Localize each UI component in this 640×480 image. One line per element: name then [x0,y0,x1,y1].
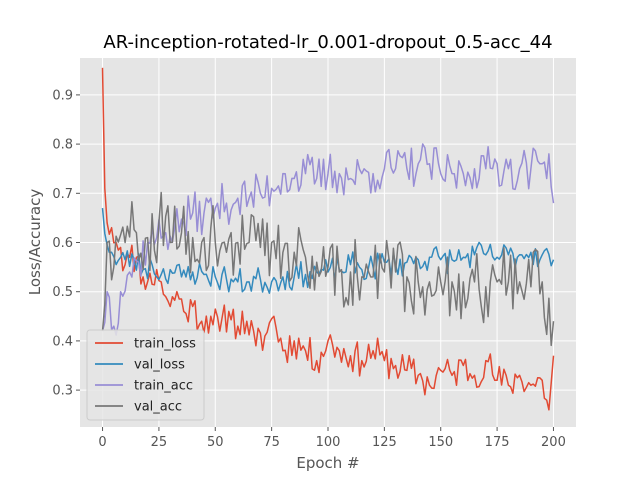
chart-title: AR-inception-rotated-lr_0.001-dropout_0.… [103,32,552,53]
ticks: 0 25 50 75 100 125 150 175 200 0.3 0.4 0.5 0.6 0.7 0.8… [52,88,566,450]
y-tick-label: 0.7 [52,187,73,202]
legend-label-val-loss: val_loss [134,358,185,373]
legend: train_loss val_loss train_acc val_acc [86,329,205,421]
series-line-val-loss [101,208,555,294]
y-tick-label: 0.9 [52,88,73,103]
x-tick-label: 50 [207,435,224,450]
y-tick-label: 0.3 [52,384,73,399]
x-tick-label: 25 [151,435,168,450]
x-axis-label: Epoch # [296,454,359,472]
x-tick-label: 150 [428,435,453,450]
y-tick-label: 0.4 [52,334,73,349]
legend-box [86,329,205,421]
x-tick-label: 100 [316,435,341,450]
series-line-train-acc [101,143,555,336]
x-tick-label: 125 [372,435,397,450]
y-axis-label: Loss/Accuracy [26,189,44,296]
y-tick-label: 0.5 [52,285,73,300]
y-tick-label: 0.6 [52,236,73,251]
legend-label-val-acc: val_acc [134,400,182,415]
x-tick-label: 200 [541,435,566,450]
legend-label-train-acc: train_acc [134,379,193,394]
x-tick-label: 0 [98,435,106,450]
x-tick-label: 175 [485,435,510,450]
y-tick-label: 0.8 [52,138,73,153]
legend-label-train-loss: train_loss [134,337,196,352]
series-line-val-acc [101,191,555,347]
series-group [101,67,555,411]
series-line-train-loss [101,67,555,411]
x-tick-label: 75 [263,435,280,450]
